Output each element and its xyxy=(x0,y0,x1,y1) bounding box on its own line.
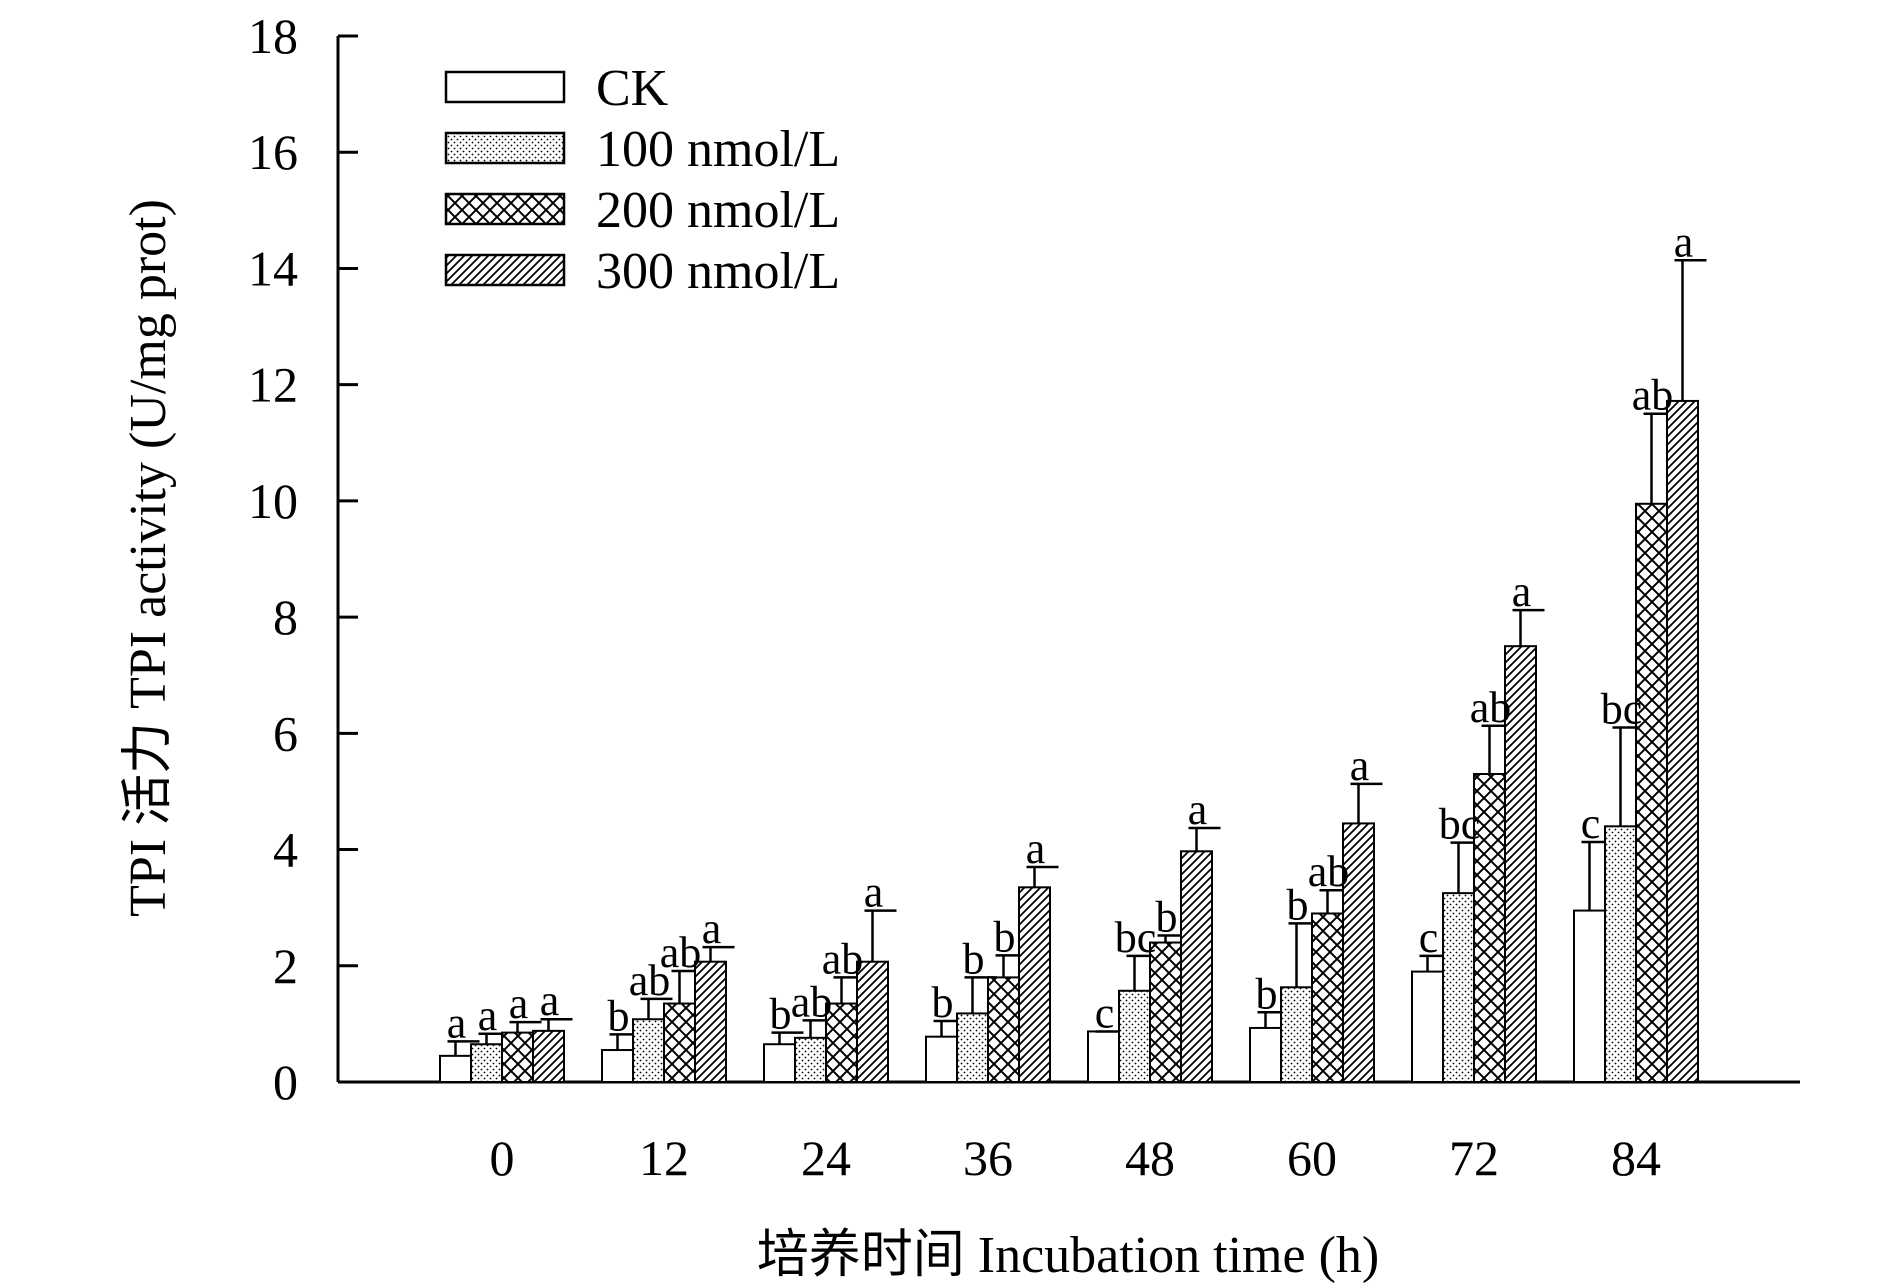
bar xyxy=(632,1018,665,1083)
y-tick-label: 0 xyxy=(273,1054,298,1110)
bar xyxy=(694,960,727,1084)
bar xyxy=(1666,399,1699,1083)
significance-letter: a xyxy=(1512,567,1532,616)
bar xyxy=(763,1043,796,1084)
significance-letter: a xyxy=(1026,824,1046,873)
significance-letter: b xyxy=(608,991,630,1040)
bar xyxy=(856,960,889,1084)
significance-letter: b xyxy=(770,990,792,1039)
significance-letter: a xyxy=(1674,217,1694,266)
bar xyxy=(1280,986,1313,1083)
bar xyxy=(1249,1026,1282,1083)
bar xyxy=(1342,822,1375,1084)
bar xyxy=(1087,1030,1120,1084)
x-tick-label: 24 xyxy=(801,1130,851,1186)
legend-label: 100 nmol/L xyxy=(596,121,840,178)
x-tick-label: 12 xyxy=(639,1130,689,1186)
bar xyxy=(956,1012,989,1084)
significance-letter: b xyxy=(994,912,1016,961)
significance-letter: ab xyxy=(791,977,833,1026)
bar xyxy=(501,1031,534,1084)
significance-letter: c xyxy=(1581,799,1601,848)
x-tick-label: 84 xyxy=(1611,1130,1661,1186)
significance-letter: bc xyxy=(1601,685,1643,734)
significance-letter: c xyxy=(1419,913,1439,962)
y-axis-ticks: 0 2 4 6 8 10 12 14 16 18 xyxy=(248,8,358,1110)
bar xyxy=(663,1002,696,1083)
legend-label: CK xyxy=(596,60,669,117)
x-axis-ticks: 0 12 24 36 48 60 72 84 xyxy=(490,1130,1662,1186)
bar xyxy=(1180,850,1213,1083)
significance-letter: a xyxy=(1350,741,1370,790)
bars-layer xyxy=(439,259,1707,1084)
bar xyxy=(1149,941,1182,1083)
bar xyxy=(439,1054,472,1083)
bar xyxy=(601,1049,634,1084)
significance-letter: a xyxy=(509,979,529,1028)
y-tick-label: 2 xyxy=(273,938,298,994)
significance-letter: b xyxy=(1256,969,1278,1018)
y-axis-label: TPI 活力 TPI activity (U/mg prot) xyxy=(120,199,177,917)
bar xyxy=(470,1043,503,1084)
bar xyxy=(1411,970,1444,1083)
x-tick-label: 48 xyxy=(1125,1130,1175,1186)
x-tick-label: 36 xyxy=(963,1130,1013,1186)
bar xyxy=(532,1029,565,1083)
significance-letter: ab xyxy=(1632,371,1674,420)
bar xyxy=(925,1035,958,1084)
y-tick-label: 14 xyxy=(248,240,298,296)
significance-letter: b xyxy=(1156,893,1178,942)
significance-letter: ab xyxy=(660,928,702,977)
x-tick-label: 60 xyxy=(1287,1130,1337,1186)
bar xyxy=(987,976,1020,1084)
significance-letter: a xyxy=(478,991,498,1040)
significance-letter: a xyxy=(864,868,884,917)
legend-label: 300 nmol/L xyxy=(596,243,840,300)
significance-letter: ab xyxy=(822,934,864,983)
x-axis-label: 培养时间 Incubation time (h) xyxy=(757,1227,1379,1283)
significance-letter: a xyxy=(540,976,560,1025)
y-tick-label: 12 xyxy=(248,357,298,413)
legend-label: 200 nmol/L xyxy=(596,182,840,239)
significance-letter: a xyxy=(447,998,467,1047)
bar xyxy=(1635,502,1668,1083)
bar xyxy=(794,1036,827,1084)
y-tick-label: 18 xyxy=(248,8,298,64)
significance-letter: a xyxy=(1188,785,1208,834)
y-tick-label: 8 xyxy=(273,589,298,645)
significance-letter: b xyxy=(963,934,985,983)
legend-swatch xyxy=(444,192,566,226)
bar xyxy=(1018,886,1051,1083)
significance-letter: bc xyxy=(1115,913,1157,962)
significance-letter: b xyxy=(932,978,954,1027)
bar xyxy=(1473,773,1506,1083)
legend-swatch xyxy=(444,70,566,104)
x-tick-label: 0 xyxy=(490,1130,515,1186)
significance-letter: c xyxy=(1095,988,1115,1037)
bar xyxy=(1442,892,1475,1084)
y-tick-label: 4 xyxy=(273,822,298,878)
x-tick-label: 72 xyxy=(1449,1130,1499,1186)
significance-letter: a xyxy=(702,904,722,953)
significance-letter: ab xyxy=(1470,683,1512,732)
significance-letter: b xyxy=(1287,880,1309,929)
significance-letter: ab xyxy=(1308,847,1350,896)
significance-letter: bc xyxy=(1439,800,1481,849)
y-tick-label: 6 xyxy=(273,705,298,761)
y-tick-label: 10 xyxy=(248,473,298,529)
legend-swatch xyxy=(444,253,566,287)
bar xyxy=(1311,912,1344,1083)
y-tick-label: 16 xyxy=(248,124,298,180)
bar xyxy=(1118,989,1151,1084)
bar xyxy=(1573,909,1606,1083)
bar xyxy=(1604,825,1637,1083)
legend-swatch xyxy=(444,131,566,165)
significance-letter: ab xyxy=(629,956,671,1005)
